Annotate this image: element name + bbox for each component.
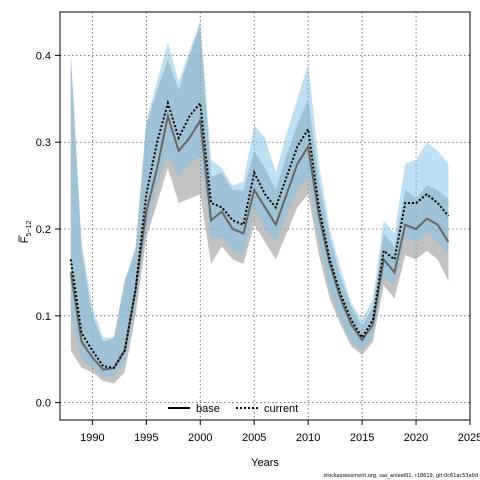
x-axis: 1990 1995 2000 2005 2010 2015 2020 2025 xyxy=(80,420,480,444)
y-axis-title: F5−12 xyxy=(18,221,33,244)
series-lines xyxy=(69,99,450,371)
y-tick-label-4: 0.4 xyxy=(36,50,51,62)
legend: base current xyxy=(168,403,298,415)
y-axis-title-main: F xyxy=(19,236,31,243)
x-tick-label-2005: 2005 xyxy=(242,432,266,444)
footer-credit: stockassessment.org, sas_anleel01, r1861… xyxy=(324,473,479,479)
y-tick-label-2: 0.2 xyxy=(36,224,51,236)
legend-base-label: base xyxy=(196,403,220,415)
svg-text:F5−12: F5−12 xyxy=(19,221,33,244)
x-axis-title: Years xyxy=(251,457,279,469)
line-current xyxy=(69,99,450,370)
y-axis-title-sub: 5−12 xyxy=(26,221,33,237)
y-tick-label-1: 0.1 xyxy=(36,311,51,323)
legend-current-label: current xyxy=(264,403,298,415)
y-tick-label-3: 0.3 xyxy=(36,137,51,149)
y-axis: 0.0 0.1 0.2 0.3 0.4 xyxy=(36,50,60,410)
x-tick-label-2025: 2025 xyxy=(458,432,480,444)
x-tick-label-2015: 2015 xyxy=(350,432,374,444)
x-tick-label-2020: 2020 xyxy=(404,432,428,444)
plot-frame xyxy=(59,11,471,421)
y-tick-label-0: 0.0 xyxy=(36,398,51,410)
x-tick-label-2010: 2010 xyxy=(296,432,320,444)
x-tick-label-2000: 2000 xyxy=(188,432,212,444)
x-tick-label-1990: 1990 xyxy=(80,432,104,444)
x-tick-label-1995: 1995 xyxy=(134,432,158,444)
